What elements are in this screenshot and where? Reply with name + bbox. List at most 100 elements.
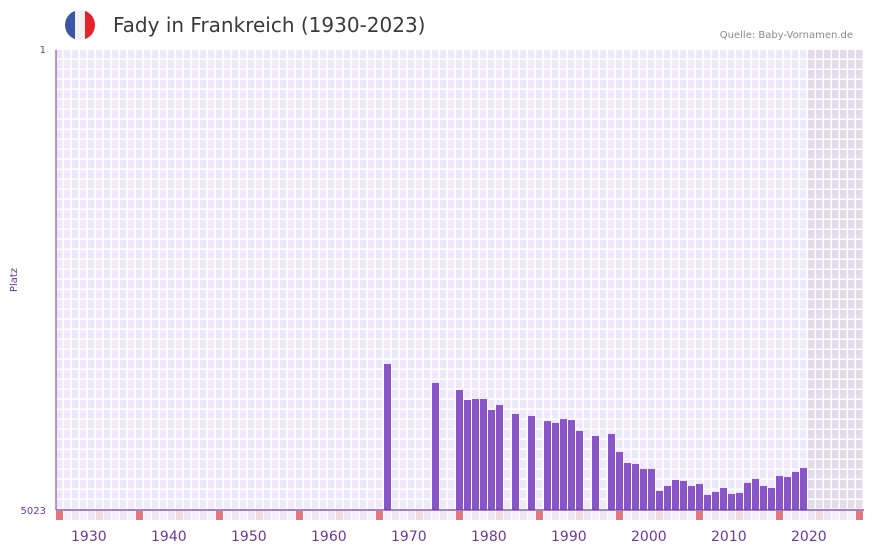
- grid-cell: [312, 300, 319, 309]
- grid-cell: [712, 330, 719, 339]
- grid-cell: [552, 290, 559, 299]
- grid-cell: [256, 440, 263, 449]
- grid-cell: [496, 310, 503, 319]
- grid-cell: [176, 450, 183, 459]
- grid-cell: [784, 280, 791, 289]
- grid-cell: [688, 190, 695, 199]
- grid-cell: [144, 490, 151, 499]
- grid-cell: [96, 280, 103, 289]
- grid-cell: [808, 390, 815, 399]
- grid-cell: [88, 220, 95, 229]
- grid-cell: [536, 360, 543, 369]
- grid-cell: [288, 190, 295, 199]
- grid-cell: [808, 200, 815, 209]
- year-marker: [592, 511, 599, 520]
- grid-cell: [648, 240, 655, 249]
- x-tick-label: 1990: [551, 529, 587, 545]
- grid-cell: [496, 200, 503, 209]
- grid-cell: [232, 480, 239, 489]
- grid-cell: [208, 280, 215, 289]
- year-marker: [640, 511, 647, 520]
- grid-cell: [408, 110, 415, 119]
- grid-cell: [632, 240, 639, 249]
- grid-cell: [816, 200, 823, 209]
- grid-cell: [704, 50, 711, 59]
- grid-cell: [480, 250, 487, 259]
- bar-2009: [704, 494, 711, 510]
- grid-cell: [488, 360, 495, 369]
- grid-cell: [320, 440, 327, 449]
- grid-cell: [296, 140, 303, 149]
- grid-cell: [600, 240, 607, 249]
- grid-cell: [424, 480, 431, 489]
- grid-cell: [648, 310, 655, 319]
- grid-cell: [112, 220, 119, 229]
- grid-cell: [544, 170, 551, 179]
- grid-cell: [272, 170, 279, 179]
- grid-cell: [384, 260, 391, 269]
- grid-cell: [328, 270, 335, 279]
- grid-cell: [520, 480, 527, 489]
- grid-cell: [504, 250, 511, 259]
- grid-cell: [584, 70, 591, 79]
- grid-cell: [600, 430, 607, 439]
- grid-cell: [72, 500, 79, 509]
- grid-cell: [736, 430, 743, 439]
- grid-cell: [792, 200, 799, 209]
- grid-cell: [488, 120, 495, 129]
- grid-cell: [224, 350, 231, 359]
- grid-cell: [288, 470, 295, 479]
- grid-cell: [160, 190, 167, 199]
- grid-cell: [408, 400, 415, 409]
- grid-cell: [712, 290, 719, 299]
- grid-cell: [64, 180, 71, 189]
- x-tick-label: 1980: [471, 529, 507, 545]
- grid-cell: [280, 490, 287, 499]
- grid-cell: [104, 400, 111, 409]
- grid-cell: [600, 100, 607, 109]
- grid-cell: [600, 210, 607, 219]
- grid-cell: [856, 180, 863, 189]
- grid-cell: [424, 190, 431, 199]
- grid-cell: [688, 270, 695, 279]
- grid-cell: [576, 110, 583, 119]
- grid-cell: [840, 230, 847, 239]
- grid-cell: [184, 190, 191, 199]
- grid-cell: [640, 390, 647, 399]
- grid-cell: [264, 60, 271, 69]
- grid-cell: [600, 90, 607, 99]
- grid-cell: [856, 310, 863, 319]
- grid-cell: [584, 240, 591, 249]
- grid-cell: [248, 230, 255, 239]
- grid-cell: [312, 450, 319, 459]
- year-marker: [296, 511, 303, 520]
- grid-cell: [328, 370, 335, 379]
- grid-cell: [344, 260, 351, 269]
- grid-cell: [272, 110, 279, 119]
- grid-cell: [288, 450, 295, 459]
- grid-cell: [176, 70, 183, 79]
- grid-cell: [504, 120, 511, 129]
- grid-cell: [728, 200, 735, 209]
- grid-cell: [328, 150, 335, 159]
- year-marker: [432, 511, 439, 520]
- grid-cell: [512, 200, 519, 209]
- grid-cell: [112, 360, 119, 369]
- grid-cell: [288, 430, 295, 439]
- grid-cell: [456, 250, 463, 259]
- grid-cell: [120, 90, 127, 99]
- grid-cell: [352, 410, 359, 419]
- grid-cell: [96, 90, 103, 99]
- grid-cell: [296, 300, 303, 309]
- grid-cell: [808, 240, 815, 249]
- grid-cell: [568, 200, 575, 209]
- grid-cell: [688, 420, 695, 429]
- grid-cell: [824, 150, 831, 159]
- grid-cell: [760, 140, 767, 149]
- grid-cell: [720, 90, 727, 99]
- grid-cell: [80, 440, 87, 449]
- grid-cell: [520, 470, 527, 479]
- grid-cell: [56, 260, 63, 269]
- grid-cell: [304, 450, 311, 459]
- grid-cell: [856, 80, 863, 89]
